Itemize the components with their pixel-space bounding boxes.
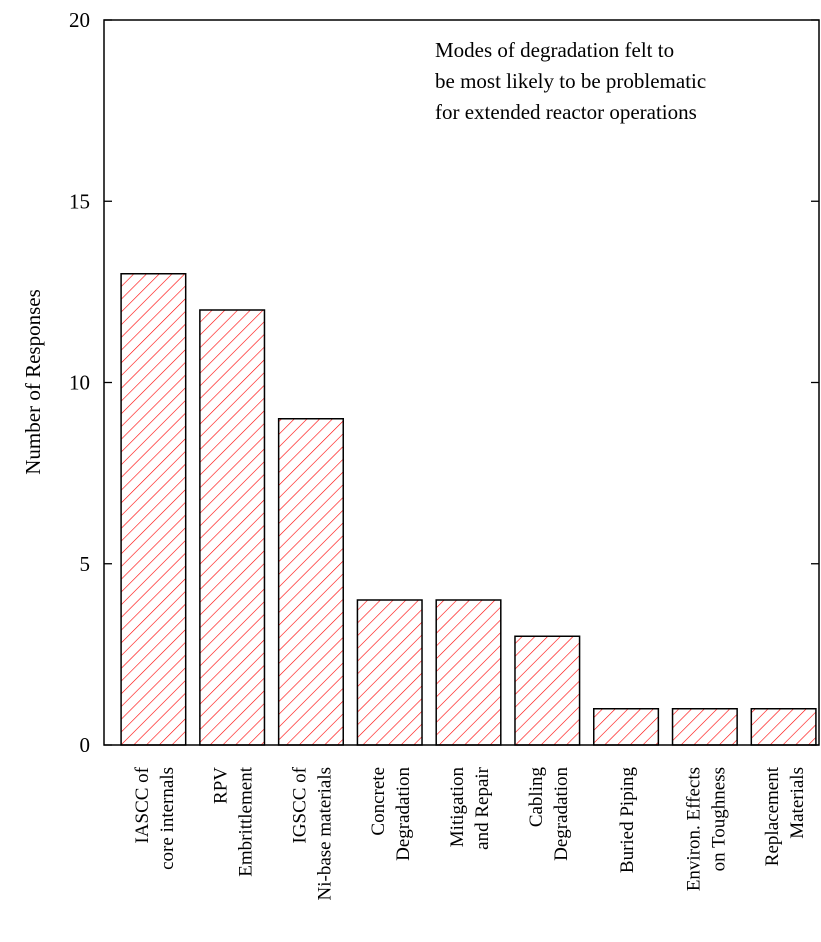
- x-tick-label: Cabling: [526, 767, 547, 828]
- y-tick-label: 0: [80, 733, 91, 757]
- y-axis-label: Number of Responses: [21, 289, 45, 474]
- x-tick-label: Concrete: [368, 767, 389, 836]
- x-tick-label: IASCC of: [132, 766, 153, 843]
- x-tick-label: Ni-base materials: [314, 767, 335, 900]
- x-tick-label: Degradation: [393, 767, 414, 861]
- x-tick-label: on Toughness: [708, 767, 729, 871]
- x-tick-label: Buried Piping: [617, 767, 638, 874]
- x-tick-label: RPV: [211, 767, 232, 804]
- x-tick-label: Mitigation: [447, 767, 468, 848]
- bar-5: [514, 635, 581, 746]
- annotation-line: be most likely to be problematic: [435, 69, 706, 93]
- x-tick-label: Replacement: [762, 766, 783, 866]
- x-tick-label: Degradation: [551, 767, 572, 861]
- bar-2: [277, 418, 344, 746]
- category-labels-layer: IASCC of core internals RPV Embrittlement IG…: [132, 766, 808, 900]
- x-tick-label-group: Buried Piping: [617, 767, 638, 874]
- x-tick-label-group: Concrete Degradation: [368, 767, 414, 861]
- y-tick-label: 5: [80, 552, 91, 576]
- y-tick-label: 15: [69, 189, 90, 213]
- bar-1: [199, 309, 266, 746]
- bar-3: [356, 599, 423, 746]
- bar-7: [671, 708, 738, 746]
- bar-0: [120, 273, 187, 746]
- x-tick-label-group: Cabling Degradation: [526, 767, 572, 861]
- bar-4: [435, 599, 502, 746]
- x-tick-label-group: RPV Embrittlement: [211, 766, 257, 876]
- bar-8: [750, 708, 817, 746]
- x-tick-label: Embrittlement: [236, 766, 257, 876]
- y-tick-label: 10: [69, 371, 90, 395]
- x-tick-label-group: Mitigation and Repair: [447, 766, 493, 850]
- annotation-line: for extended reactor operations: [435, 100, 697, 124]
- x-tick-label-group: Environ. Effects on Toughness: [683, 767, 729, 891]
- annotation-line: Modes of degradation felt to: [435, 38, 674, 62]
- x-tick-label: and Repair: [472, 766, 493, 850]
- x-tick-label-group: IGSCC of Ni-base materials: [289, 766, 335, 900]
- bar-6: [593, 708, 660, 746]
- x-tick-label-group: Replacement Materials: [762, 766, 808, 866]
- y-tick-label: 20: [69, 8, 90, 32]
- x-tick-label-group: IASCC of core internals: [132, 766, 178, 870]
- x-tick-label: Environ. Effects: [683, 767, 704, 891]
- x-tick-label: Materials: [787, 767, 808, 839]
- annotation-layer: Modes of degradation felt to be most like…: [435, 38, 706, 124]
- x-tick-label: IGSCC of: [289, 766, 310, 843]
- ticks-layer: 0 5 10 15 20: [69, 8, 819, 757]
- x-tick-label: core internals: [157, 767, 178, 870]
- bars-layer: [120, 273, 817, 746]
